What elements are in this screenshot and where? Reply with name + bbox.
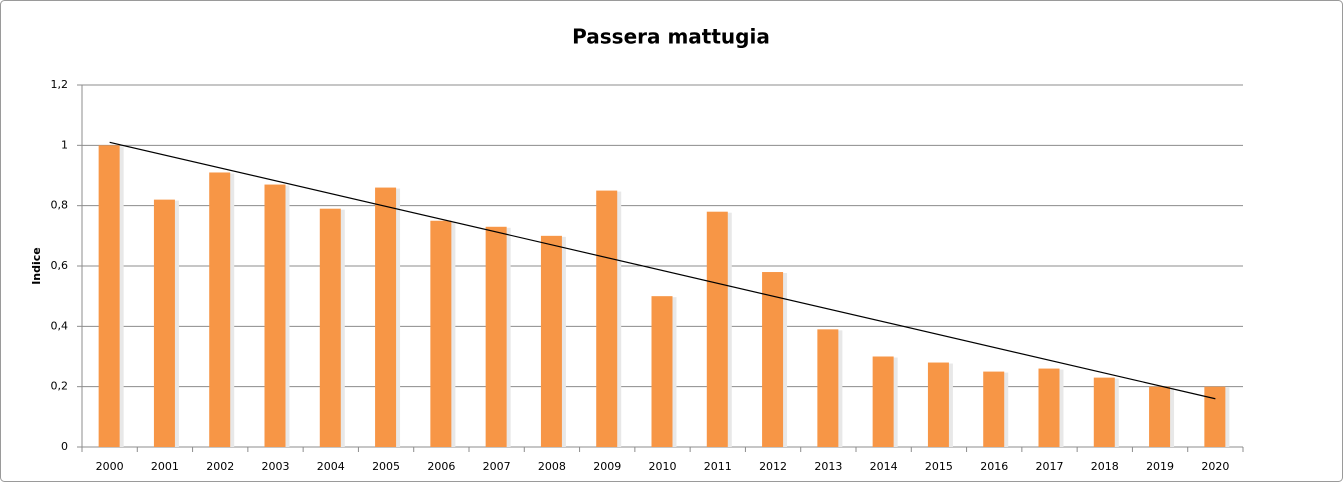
x-tick-label: 2001 bbox=[151, 460, 179, 473]
bar bbox=[430, 220, 452, 447]
x-tick-label: 2002 bbox=[206, 460, 234, 473]
bar bbox=[319, 208, 341, 447]
x-tick-label: 2017 bbox=[1036, 460, 1064, 473]
y-tick-label: 0,8 bbox=[51, 199, 69, 212]
x-tick-label: 2009 bbox=[593, 460, 621, 473]
bar bbox=[596, 190, 618, 448]
bar bbox=[98, 145, 120, 448]
x-tick-label: 2014 bbox=[870, 460, 898, 473]
bar bbox=[1149, 386, 1171, 447]
x-tick-label: 2018 bbox=[1091, 460, 1119, 473]
x-tick-label: 2004 bbox=[317, 460, 345, 473]
x-tick-label: 2010 bbox=[649, 460, 677, 473]
y-axis-label: Indice bbox=[30, 247, 43, 285]
x-tick-label: 2006 bbox=[427, 460, 455, 473]
x-tick-label: 2012 bbox=[759, 460, 787, 473]
y-tick-label: 1 bbox=[61, 138, 68, 151]
x-tick-label: 2020 bbox=[1201, 460, 1229, 473]
bar bbox=[264, 184, 286, 448]
bar bbox=[209, 172, 231, 447]
x-tick-label: 2008 bbox=[538, 460, 566, 473]
y-tick-label: 0,6 bbox=[51, 259, 69, 272]
x-tick-label: 2000 bbox=[96, 460, 124, 473]
x-tick-label: 2005 bbox=[372, 460, 400, 473]
y-tick-label: 0,4 bbox=[51, 319, 69, 332]
x-tick-label: 2015 bbox=[925, 460, 953, 473]
bar bbox=[927, 362, 949, 447]
bar bbox=[1093, 377, 1115, 447]
x-tick-label: 2003 bbox=[262, 460, 290, 473]
bar bbox=[485, 226, 507, 447]
bar bbox=[1038, 368, 1060, 447]
bar bbox=[540, 235, 562, 447]
bar bbox=[1204, 386, 1226, 447]
bar bbox=[375, 187, 397, 448]
x-tick-label: 2016 bbox=[980, 460, 1008, 473]
bar bbox=[153, 199, 175, 447]
bar bbox=[706, 211, 728, 447]
bar bbox=[872, 356, 894, 447]
y-tick-label: 0 bbox=[61, 440, 68, 453]
y-tick-label: 1,2 bbox=[51, 78, 69, 91]
x-tick-label: 2011 bbox=[704, 460, 732, 473]
bar bbox=[651, 296, 673, 447]
x-tick-label: 2019 bbox=[1146, 460, 1174, 473]
trendline bbox=[109, 141, 1216, 400]
x-tick-label: 2013 bbox=[814, 460, 842, 473]
x-tick-label: 2007 bbox=[483, 460, 511, 473]
bar bbox=[983, 371, 1005, 447]
chart-title: Passera mattugia bbox=[572, 25, 770, 49]
bar bbox=[762, 272, 784, 447]
y-tick-label: 0,2 bbox=[51, 380, 69, 393]
bar bbox=[817, 329, 839, 447]
